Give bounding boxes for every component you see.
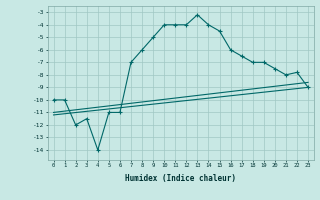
X-axis label: Humidex (Indice chaleur): Humidex (Indice chaleur) [125,174,236,183]
